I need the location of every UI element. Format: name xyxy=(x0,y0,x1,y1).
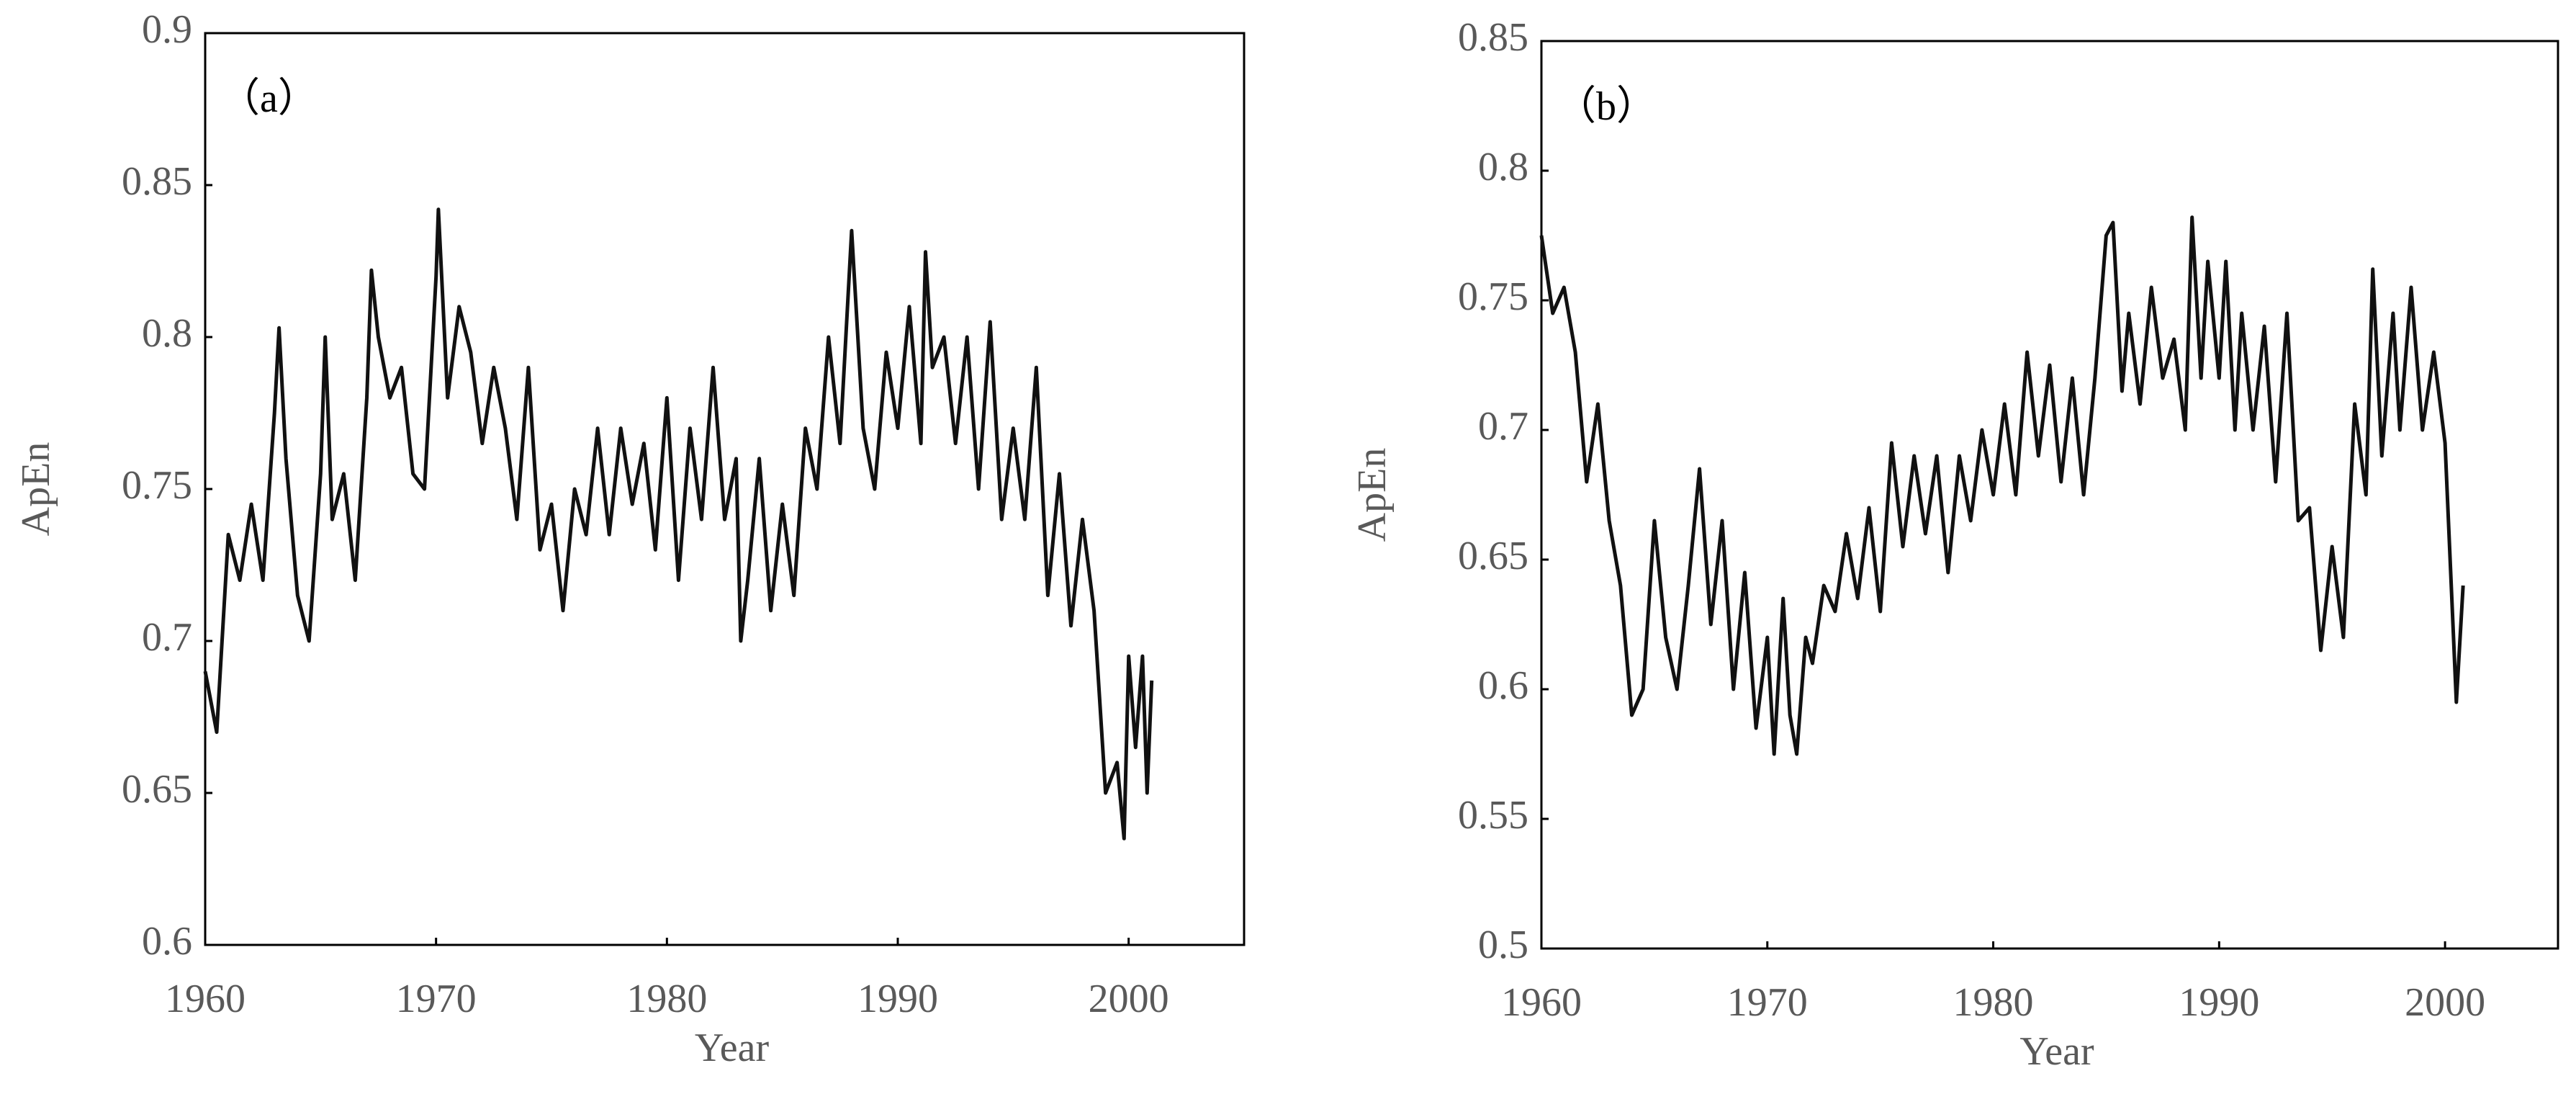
y-tick-label: 0.7 xyxy=(142,615,192,660)
y-tick-label: 0.8 xyxy=(142,311,192,356)
x-tick-label: 1970 xyxy=(396,977,477,1021)
data-line xyxy=(203,207,1154,840)
y-tick-label: 0.55 xyxy=(1458,793,1528,838)
y-tick-label: 0.6 xyxy=(142,919,192,964)
plot-frame xyxy=(1540,40,2559,950)
x-tick-label: 1980 xyxy=(626,977,707,1021)
y-tick-label: 0.9 xyxy=(142,7,192,52)
x-tick-label: 2000 xyxy=(1089,977,1169,1021)
x-tick-label: 1980 xyxy=(1953,980,2034,1025)
y-tick-label: 0.65 xyxy=(122,767,192,812)
x-tick-label: 2000 xyxy=(2405,980,2485,1025)
annotation: （b） xyxy=(1556,84,1657,129)
x-axis-label: Year xyxy=(695,1026,770,1070)
y-tick-label: 0.75 xyxy=(122,463,192,508)
y-tick-label: 0.75 xyxy=(1458,274,1528,319)
x-tick-label: 1960 xyxy=(1501,980,1582,1025)
y-tick-label: 0.85 xyxy=(122,159,192,204)
y-tick-label: 0.5 xyxy=(1478,923,1528,967)
x-tick-label: 1970 xyxy=(1727,980,1808,1025)
x-tick-label: 1960 xyxy=(165,977,246,1021)
x-tick-label: 1990 xyxy=(857,977,938,1021)
x-tick-label: 1990 xyxy=(2179,980,2259,1025)
y-axis-label: ApEn xyxy=(1350,448,1395,542)
y-tick-label: 0.6 xyxy=(1478,663,1528,708)
y-tick-label: 0.65 xyxy=(1458,534,1528,578)
y-tick-label: 0.7 xyxy=(1478,404,1528,449)
y-axis-label: ApEn xyxy=(14,442,58,537)
data-line xyxy=(1539,215,2465,756)
y-tick-label: 0.8 xyxy=(1478,145,1528,189)
annotation: （a） xyxy=(220,76,318,121)
y-tick-label: 0.85 xyxy=(1458,15,1528,60)
x-axis-label: Year xyxy=(2019,1029,2094,1074)
